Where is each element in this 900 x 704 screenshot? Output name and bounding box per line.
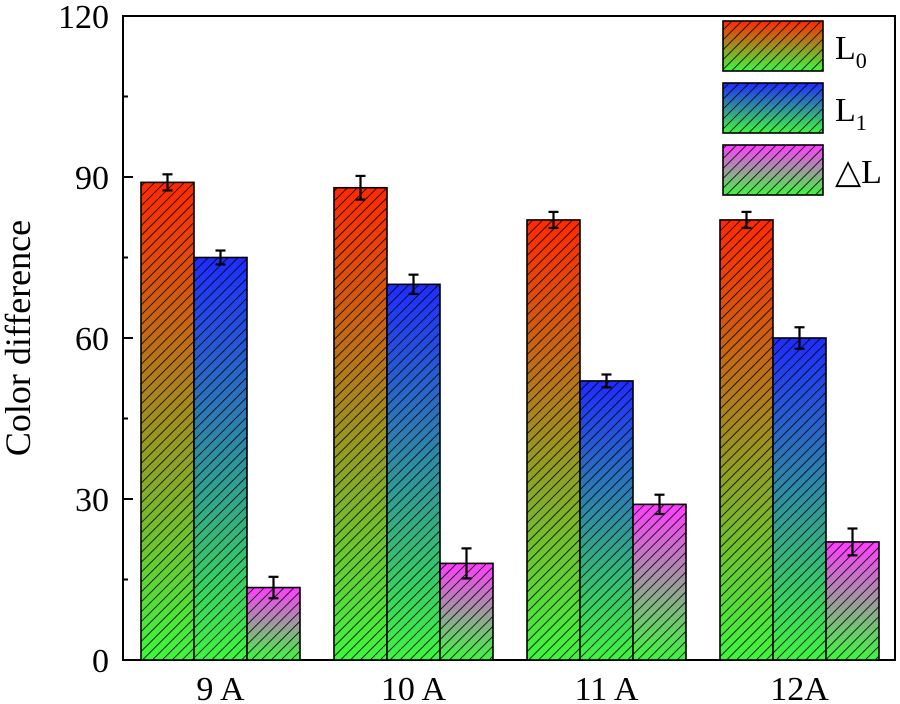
x-tick-label: 12A — [770, 671, 829, 704]
legend-label-L0: L0 — [835, 30, 867, 73]
x-tick-label: 10 A — [381, 671, 447, 704]
legend-label-ΔL: △L — [835, 154, 882, 191]
y-axis: 0 30 60 90 120 — [58, 0, 133, 680]
bar-ΔL-11A — [632, 503, 687, 661]
y-tick-label: 0 — [92, 643, 109, 680]
bar-ΔL-9A — [246, 586, 301, 661]
legend-swatch-L0 — [722, 20, 824, 72]
bar-L1-12A — [772, 337, 827, 661]
legend: L0 L1 △L — [722, 20, 882, 196]
bar-L0-10A — [333, 186, 388, 661]
y-tick-label: 90 — [75, 160, 109, 197]
bar-L0-12A — [719, 219, 774, 661]
error-bars-group — [162, 173, 858, 600]
legend-swatch-L1 — [722, 82, 824, 134]
bars-group — [140, 181, 880, 661]
bar-L1-9A — [193, 256, 248, 661]
legend-label-L1: L1 — [835, 92, 867, 135]
y-axis-title: Color difference — [0, 220, 38, 456]
x-tick-label: 9 A — [196, 671, 245, 704]
bar-L1-11A — [579, 380, 634, 661]
legend-swatch-ΔL — [722, 144, 824, 196]
bar-L1-10A — [386, 283, 441, 661]
bar-ΔL-12A — [825, 541, 880, 661]
bar-L0-11A — [526, 219, 581, 661]
y-tick-label: 60 — [75, 321, 109, 358]
x-tick-label: 11 A — [575, 671, 639, 704]
y-tick-label: 120 — [58, 0, 109, 36]
bar-L0-9A — [140, 181, 195, 661]
y-tick-label: 30 — [75, 482, 109, 519]
